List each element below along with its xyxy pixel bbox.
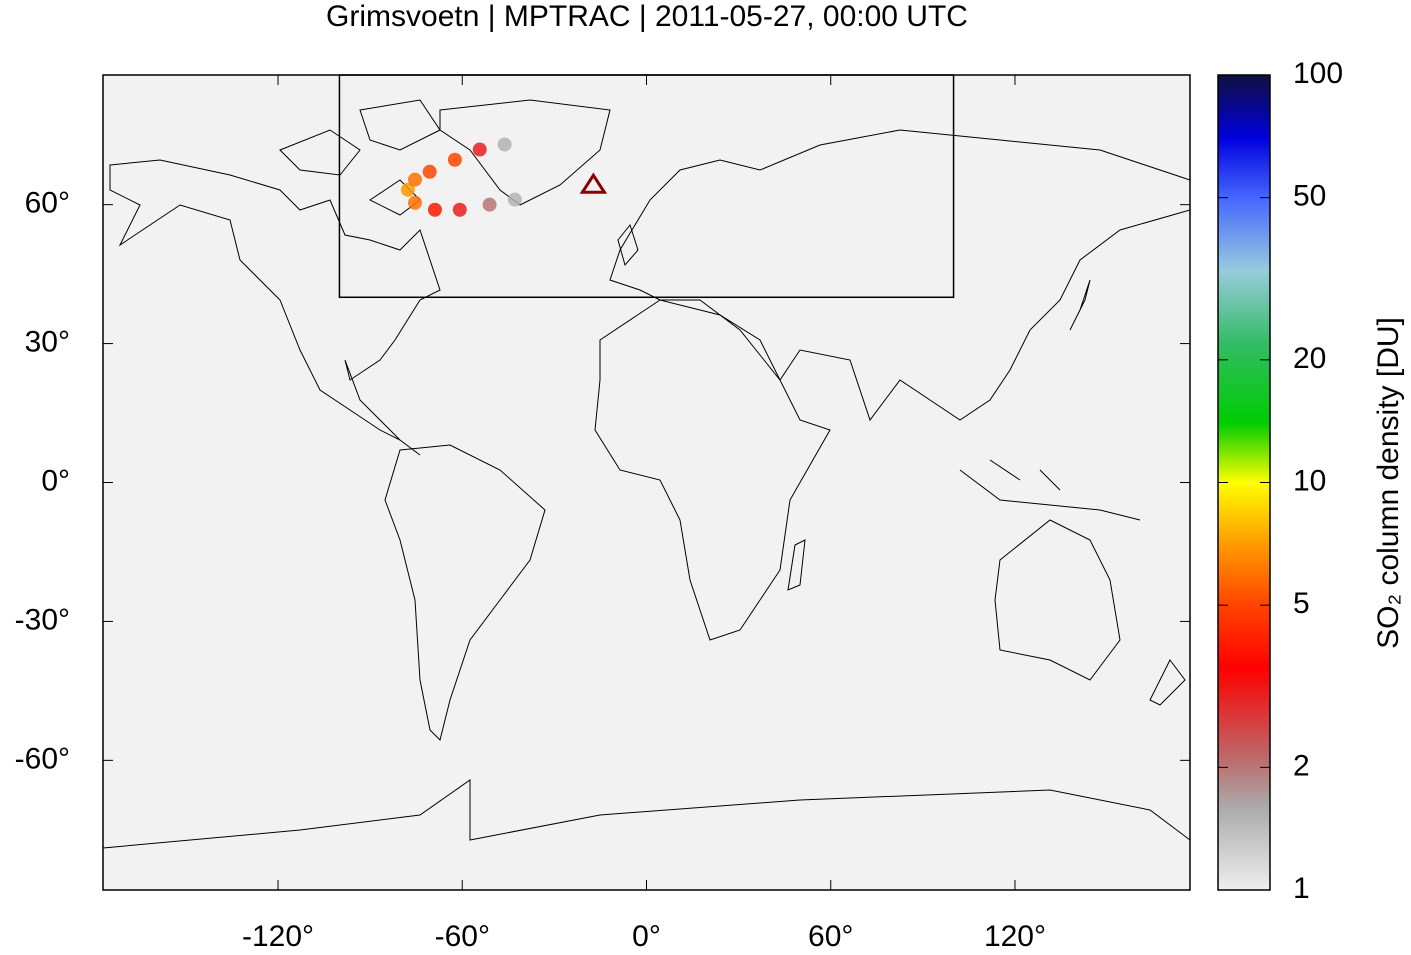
- antarctica: [102, 779, 1191, 849]
- colorbar-tick-label: 100: [1293, 57, 1343, 90]
- plume-point: [507, 192, 522, 207]
- plume-point: [447, 152, 462, 167]
- x-tick-label: 0°: [632, 920, 661, 950]
- australia: [994, 519, 1121, 681]
- colorbar-tick-label: 2: [1293, 749, 1310, 782]
- volcano-marker: [579, 172, 608, 194]
- map-background: [103, 75, 1190, 890]
- plume-point: [482, 197, 497, 212]
- plume-point: [452, 202, 467, 217]
- greenland: [439, 99, 611, 206]
- coastlines: [102, 99, 1191, 849]
- south-america: [384, 444, 546, 741]
- colorbar-tick-label: 20: [1293, 342, 1326, 375]
- africa: [594, 299, 831, 641]
- y-tick-label: 0°: [41, 464, 70, 497]
- plume-point: [407, 195, 422, 210]
- y-tick-label: -60°: [15, 742, 70, 775]
- colorbar-label: SO₂ column density [DU]: [1372, 317, 1405, 649]
- madagascar: [787, 539, 806, 591]
- x-tick-label: -120°: [242, 920, 314, 950]
- colorbar-tick-label: 10: [1293, 464, 1326, 497]
- y-tick-label: -30°: [15, 603, 70, 636]
- colorbar-tick-label: 5: [1293, 587, 1310, 620]
- y-tick-label: 30°: [25, 326, 70, 359]
- japan: [1069, 279, 1091, 331]
- x-tick-label: 60°: [808, 920, 853, 950]
- plume-point: [427, 202, 442, 217]
- x-tick-label: -60°: [435, 920, 490, 950]
- north-america: [109, 159, 441, 456]
- y-tick-label: 60°: [25, 187, 70, 220]
- eurasia: [609, 129, 1191, 422]
- plume-point: [422, 164, 437, 179]
- new-zealand: [1149, 659, 1186, 706]
- plume-point: [407, 172, 422, 187]
- x-tick-label: 120°: [984, 920, 1046, 950]
- plume-point: [400, 182, 415, 197]
- indonesia: [959, 459, 1141, 521]
- data-layer: [338, 74, 955, 299]
- british-isles: [617, 223, 639, 267]
- plume-point: [497, 137, 512, 152]
- plume-point: [472, 142, 487, 157]
- chart-title: Grimsvoetn | MPTRAC | 2011-05-27, 00:00 …: [326, 0, 968, 33]
- colorbar-tick-label: 50: [1293, 180, 1326, 213]
- colorbar-tick-label: 1: [1293, 872, 1310, 905]
